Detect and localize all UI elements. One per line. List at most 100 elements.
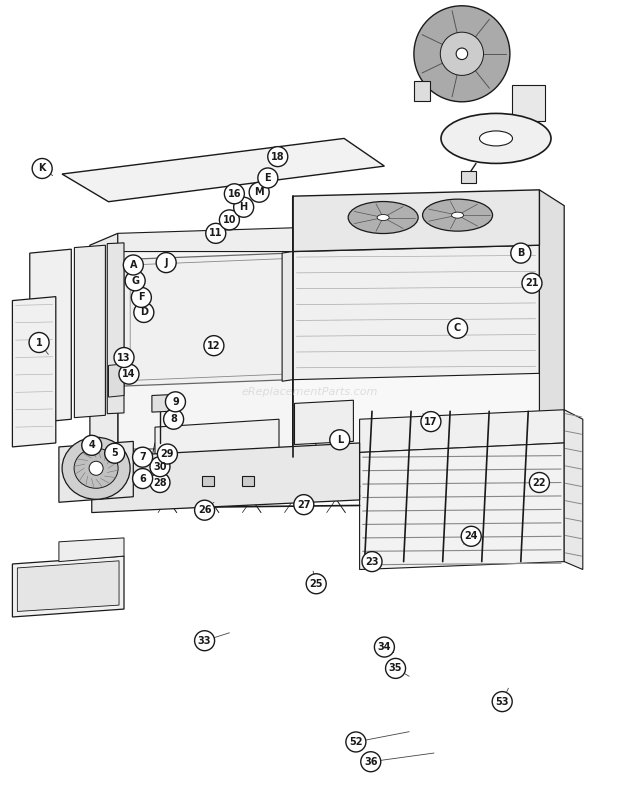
Circle shape [131, 287, 151, 308]
Circle shape [204, 335, 224, 356]
Polygon shape [152, 395, 169, 412]
Ellipse shape [377, 214, 389, 221]
Text: 28: 28 [153, 478, 167, 487]
Polygon shape [282, 252, 293, 381]
Polygon shape [202, 476, 214, 486]
Circle shape [440, 32, 484, 75]
Text: 26: 26 [198, 505, 211, 515]
Text: B: B [517, 248, 525, 258]
Circle shape [150, 472, 170, 493]
Text: 33: 33 [198, 636, 211, 645]
Text: 5: 5 [112, 448, 118, 458]
Polygon shape [155, 419, 279, 467]
Circle shape [166, 392, 185, 412]
Circle shape [119, 364, 139, 384]
Circle shape [421, 411, 441, 432]
Circle shape [134, 302, 154, 323]
Circle shape [89, 461, 103, 475]
Polygon shape [293, 373, 539, 457]
Text: 35: 35 [389, 664, 402, 673]
Circle shape [456, 48, 467, 59]
Text: 14: 14 [122, 369, 136, 379]
Polygon shape [124, 253, 290, 386]
Circle shape [448, 318, 467, 339]
Ellipse shape [348, 202, 418, 233]
Circle shape [492, 691, 512, 712]
Text: 30: 30 [153, 462, 167, 471]
Text: F: F [138, 293, 144, 302]
Text: C: C [454, 324, 461, 333]
Circle shape [374, 637, 394, 657]
Text: 13: 13 [117, 353, 131, 362]
Circle shape [206, 223, 226, 244]
Polygon shape [59, 441, 133, 502]
Polygon shape [293, 190, 539, 252]
Circle shape [529, 472, 549, 493]
Text: 11: 11 [209, 229, 223, 238]
Text: 7: 7 [140, 452, 146, 462]
Circle shape [362, 551, 382, 572]
Circle shape [306, 573, 326, 594]
Circle shape [386, 658, 405, 679]
Text: 12: 12 [207, 341, 221, 350]
Polygon shape [12, 297, 56, 447]
Circle shape [219, 210, 239, 230]
Polygon shape [512, 85, 545, 121]
Text: 4: 4 [89, 441, 95, 450]
Circle shape [114, 347, 134, 368]
Ellipse shape [441, 113, 551, 164]
Text: G: G [131, 276, 139, 286]
Circle shape [150, 456, 170, 477]
Polygon shape [108, 364, 124, 397]
Text: 52: 52 [349, 737, 363, 747]
Polygon shape [30, 249, 71, 423]
Polygon shape [90, 233, 118, 475]
Text: H: H [239, 202, 248, 212]
Polygon shape [520, 133, 535, 143]
Circle shape [133, 468, 153, 489]
Circle shape [164, 409, 184, 430]
Text: A: A [130, 260, 137, 270]
Circle shape [268, 146, 288, 167]
Ellipse shape [62, 437, 130, 499]
Text: 27: 27 [297, 500, 311, 509]
Circle shape [346, 732, 366, 752]
Circle shape [29, 332, 49, 353]
Circle shape [195, 500, 215, 520]
Polygon shape [294, 400, 353, 445]
Circle shape [82, 435, 102, 456]
Circle shape [249, 182, 269, 202]
Circle shape [511, 243, 531, 263]
Text: 22: 22 [533, 478, 546, 487]
Polygon shape [242, 476, 254, 486]
Text: K: K [38, 164, 46, 173]
Text: E: E [265, 173, 271, 183]
Ellipse shape [423, 199, 492, 231]
Circle shape [133, 447, 153, 467]
Ellipse shape [451, 212, 464, 218]
Circle shape [156, 252, 176, 273]
Polygon shape [414, 81, 430, 101]
Polygon shape [118, 228, 293, 252]
Text: eReplacementParts.com: eReplacementParts.com [242, 387, 378, 396]
Text: 25: 25 [309, 579, 323, 589]
Text: 23: 23 [365, 557, 379, 566]
Polygon shape [17, 561, 119, 611]
Circle shape [157, 444, 177, 464]
Text: 16: 16 [228, 189, 241, 199]
Polygon shape [360, 443, 564, 570]
Text: 29: 29 [161, 449, 174, 459]
Text: J: J [164, 258, 168, 267]
Polygon shape [107, 243, 124, 414]
Polygon shape [59, 538, 124, 562]
Polygon shape [564, 410, 583, 570]
Text: 21: 21 [525, 278, 539, 288]
Text: 53: 53 [495, 697, 509, 706]
Circle shape [258, 168, 278, 188]
Text: 1: 1 [36, 338, 42, 347]
Polygon shape [118, 245, 293, 463]
Polygon shape [539, 190, 564, 467]
Polygon shape [12, 556, 124, 617]
Circle shape [32, 158, 52, 179]
Text: L: L [337, 435, 343, 445]
